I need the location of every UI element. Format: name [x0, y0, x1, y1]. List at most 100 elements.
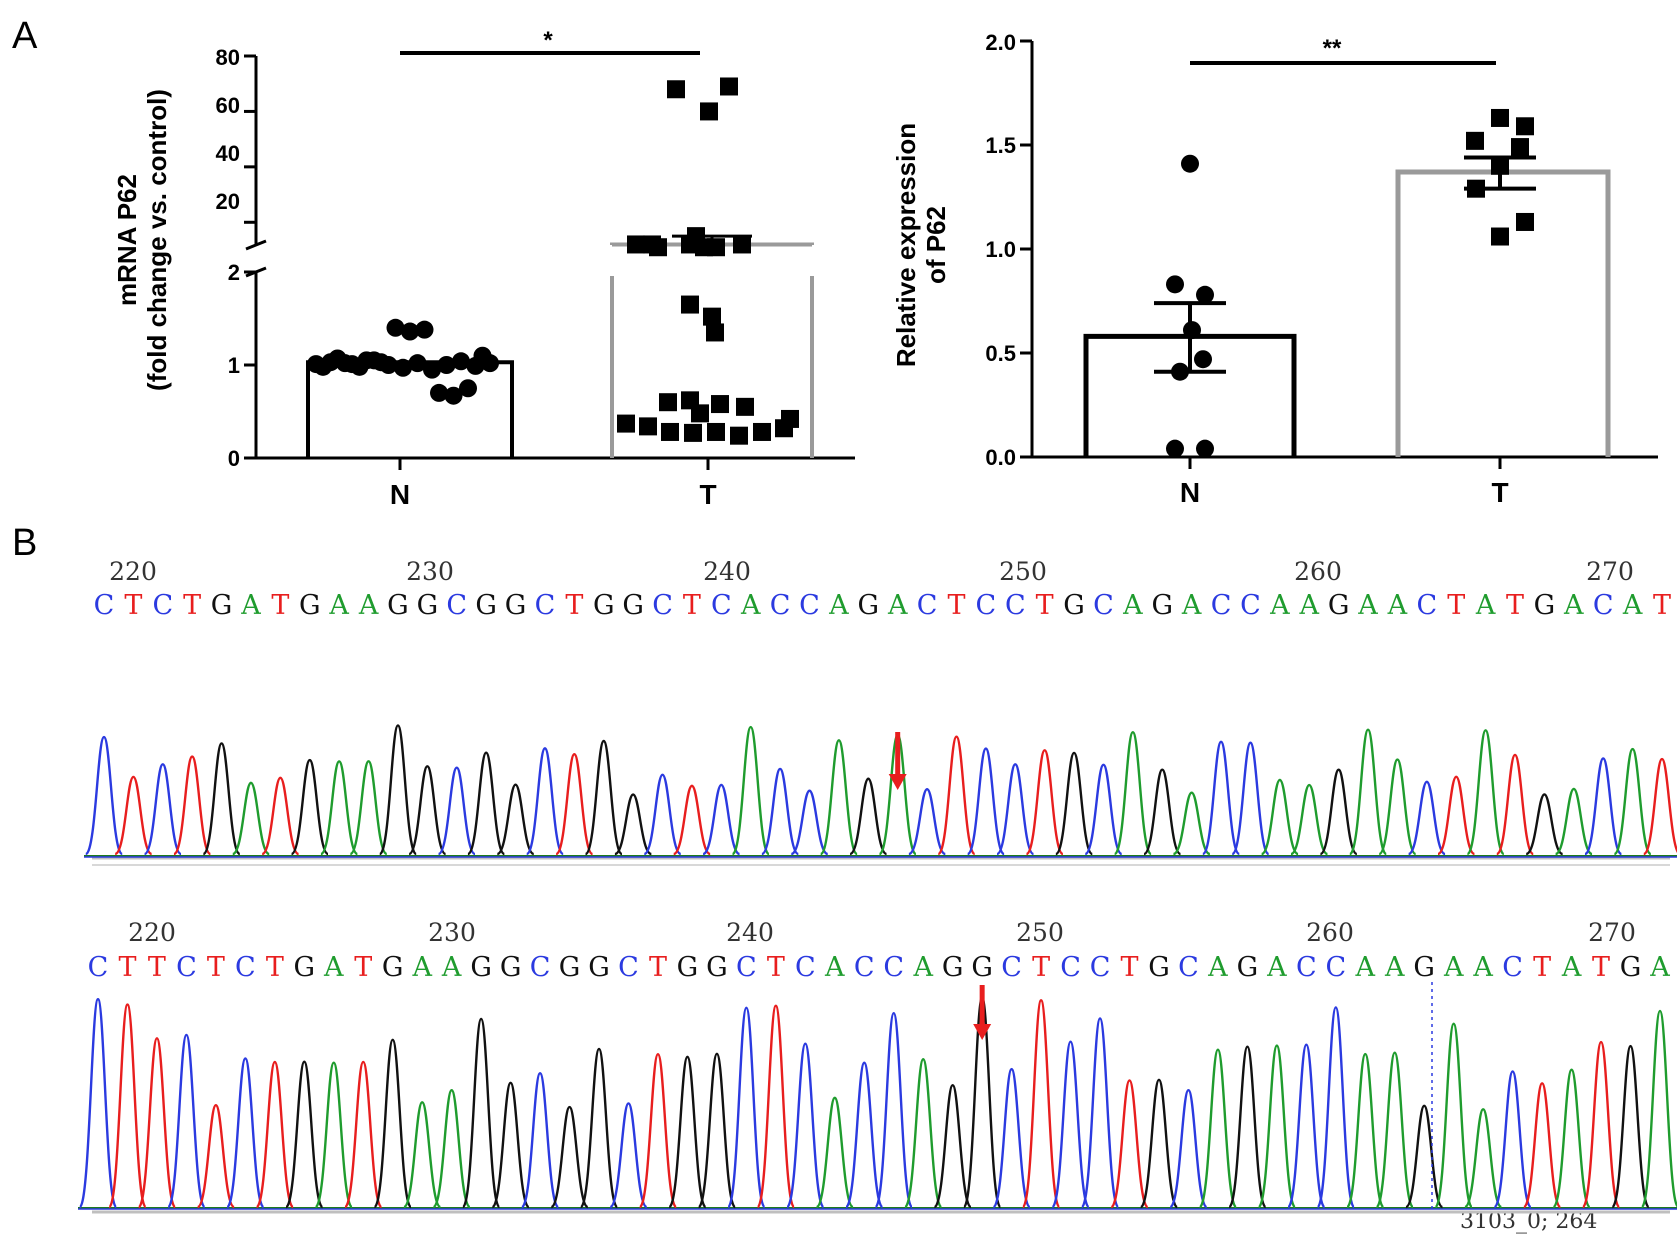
chromatogram-peak — [1198, 1048, 1238, 1209]
base-call: C — [1296, 952, 1317, 983]
chromatogram-peak — [992, 1067, 1032, 1209]
base-call: T — [683, 590, 701, 621]
base-call: C — [770, 590, 791, 621]
chromatogram-peak — [84, 735, 124, 856]
chromatogram-peak — [437, 766, 477, 856]
chart1-data-point-n — [423, 360, 441, 379]
chromatogram-peak — [284, 1060, 324, 1209]
chart1-data-point-n — [401, 322, 419, 341]
chromatogram-peak — [937, 735, 976, 856]
base-call: A — [1181, 590, 1202, 621]
base-call: A — [828, 590, 849, 621]
chart2-tick-label: 0.0 — [985, 445, 1016, 470]
chromatogram-peak — [1375, 1051, 1415, 1209]
chart1-data-point-t — [659, 393, 677, 412]
chromatogram-peak — [614, 793, 652, 856]
chromatogram-peak — [143, 763, 183, 856]
chart1-significance: * — [543, 27, 553, 54]
chart1-tick-label: 60 — [216, 93, 240, 118]
chart-mrna-p62: mRNA P62 (fold change vs. control) * N T… — [112, 27, 855, 510]
chart2-data-point-t — [1491, 156, 1509, 175]
chart2-data-point-n — [1183, 321, 1201, 340]
chromatogram-position: 220 — [109, 557, 157, 586]
chromatogram-peak — [314, 1061, 354, 1209]
base-call: G — [1328, 590, 1350, 621]
base-call: G — [971, 952, 993, 983]
base-call: C — [1093, 590, 1114, 621]
base-call: T — [207, 952, 225, 983]
base-call: A — [1122, 590, 1143, 621]
base-call: A — [1355, 952, 1376, 983]
base-call: G — [677, 952, 699, 983]
chart1-data-point-n — [408, 354, 427, 373]
base-call: C — [618, 952, 639, 983]
chart2-data-point-t — [1491, 227, 1509, 246]
base-call: C — [854, 952, 875, 983]
chart1-data-point-t — [753, 422, 771, 441]
base-call: C — [917, 590, 938, 621]
chromatogram-peak — [137, 1037, 177, 1209]
chromatogram-peak — [1227, 1045, 1267, 1209]
chart1-data-point-t — [703, 307, 721, 326]
chart1-data-point-t — [711, 395, 729, 414]
chart1-data-point-t — [775, 419, 793, 438]
base-call: C — [1005, 590, 1026, 621]
chart1-data-point-n — [343, 355, 361, 374]
chromatogram-peak — [108, 1003, 147, 1209]
chromatogram-peak — [1348, 728, 1388, 856]
chart2-bar-t — [1395, 169, 1611, 457]
chromatogram-peak — [1611, 1044, 1650, 1209]
chart2-data-point-t — [1467, 179, 1485, 198]
base-call: C — [795, 952, 816, 983]
chromatogram-peak — [166, 1033, 206, 1209]
chromatogram-peak — [1613, 747, 1652, 856]
chromatogram-peak — [1466, 729, 1506, 856]
chromatogram-position: 260 — [1306, 918, 1354, 947]
base-call: A — [240, 590, 261, 621]
base-call: A — [1563, 590, 1584, 621]
chromatogram-peak — [1054, 751, 1094, 856]
chromatogram-peak — [1378, 758, 1417, 856]
chromatogram-peak — [202, 742, 241, 856]
chromatogram-peak — [815, 1096, 855, 1209]
base-call: G — [1151, 590, 1173, 621]
chromatogram-peak — [402, 1101, 442, 1209]
chart1-data-point-n — [444, 386, 463, 405]
chromatogram-peak — [1581, 1040, 1621, 1209]
base-call: T — [1506, 590, 1524, 621]
chromatogram-peak — [461, 1017, 501, 1209]
chart1-data-point-t — [643, 235, 661, 254]
base-call: G — [1534, 590, 1556, 621]
chromatogram-peak — [550, 1105, 589, 1209]
chromatogram-peak — [673, 784, 711, 856]
base-call: C — [711, 590, 732, 621]
chart1-tick-label: 0 — [228, 446, 240, 471]
base-call: A — [441, 952, 462, 983]
chromatogram-peak — [933, 1083, 973, 1209]
base-call: C — [94, 590, 115, 621]
chromatogram-peak — [378, 724, 418, 856]
chart1-data-point-n — [314, 357, 332, 376]
chart1-axis-break-mark — [245, 239, 267, 251]
base-call: T — [148, 952, 166, 983]
chromatogram-peak — [1554, 787, 1593, 856]
base-call: G — [858, 590, 880, 621]
base-call: T — [354, 952, 372, 983]
panel-label-b: B — [12, 522, 37, 564]
base-call: G — [417, 590, 439, 621]
chart1-data-point-n — [459, 379, 477, 398]
base-call: A — [1357, 590, 1378, 621]
base-call: T — [118, 952, 136, 983]
chromatogram-peak — [1169, 1088, 1208, 1209]
chromatogram-position: 220 — [128, 918, 176, 947]
chromatogram-position: 240 — [703, 557, 751, 586]
base-call: A — [411, 952, 432, 983]
chromatogram-peak — [643, 773, 682, 856]
chromatogram-peak — [1407, 780, 1446, 856]
base-call: C — [652, 590, 673, 621]
chart1-data-point-n — [437, 356, 456, 374]
base-call: A — [1298, 590, 1319, 621]
base-call: C — [1090, 952, 1111, 983]
chart-relative-expression: Relative expression of P62 ** N T 0.0 0.… — [891, 30, 1658, 508]
chart2-significance: ** — [1323, 35, 1342, 62]
